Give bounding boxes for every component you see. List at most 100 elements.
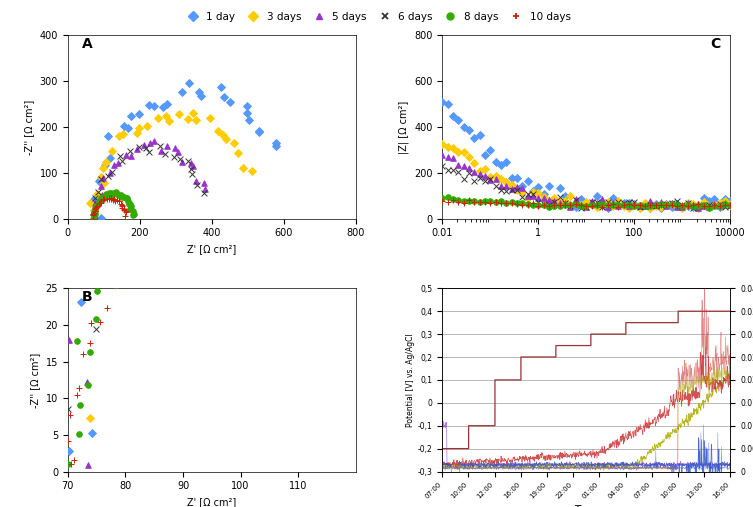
Point — [495, 199, 507, 207]
Point — [143, 148, 155, 156]
Point — [87, 211, 99, 219]
Point — [463, 197, 475, 205]
Point — [441, 153, 453, 161]
Point — [527, 187, 539, 195]
Point — [114, 200, 127, 208]
Point — [692, 204, 704, 212]
Point — [581, 198, 593, 206]
Point — [543, 202, 555, 210]
Point — [553, 184, 566, 192]
Point — [500, 199, 512, 207]
Point — [468, 159, 480, 167]
Point — [543, 196, 555, 204]
Point — [115, 191, 127, 199]
Point — [666, 200, 678, 208]
Point — [436, 139, 448, 148]
Point — [105, 148, 117, 156]
Point — [570, 200, 582, 208]
Point — [714, 201, 726, 209]
Point — [698, 198, 710, 206]
Point — [436, 197, 448, 205]
Point — [570, 200, 582, 208]
Point — [511, 184, 523, 192]
Point — [581, 199, 593, 207]
Point — [538, 190, 550, 198]
Point — [617, 199, 630, 207]
Point — [586, 198, 598, 206]
Point — [634, 203, 646, 211]
Point — [543, 183, 555, 191]
Point — [553, 202, 566, 210]
Point — [639, 200, 651, 208]
Point — [479, 151, 491, 159]
Point — [458, 199, 470, 207]
Point — [84, 199, 96, 207]
Point — [517, 201, 529, 209]
Point — [91, 287, 103, 296]
Point — [468, 168, 480, 176]
Point — [453, 168, 465, 176]
Point — [90, 205, 102, 213]
Point — [617, 202, 630, 210]
Point — [650, 201, 662, 209]
Point — [110, 188, 122, 196]
Point — [220, 135, 232, 143]
Point — [564, 192, 576, 200]
Point — [607, 202, 619, 210]
Point — [676, 201, 688, 209]
Point — [143, 101, 155, 109]
Point — [84, 348, 96, 356]
Point — [65, 460, 77, 468]
Point — [511, 186, 523, 194]
Point — [522, 176, 534, 185]
Point — [63, 336, 75, 344]
Point — [453, 196, 465, 204]
Point — [703, 202, 715, 210]
X-axis label: Z' [Ω cm²]: Z' [Ω cm²] — [187, 497, 236, 507]
Point — [495, 186, 507, 194]
Text: A: A — [82, 38, 93, 51]
Point — [148, 137, 160, 145]
Point — [548, 202, 560, 210]
Point — [692, 200, 704, 208]
Point — [88, 195, 100, 203]
Point — [575, 201, 587, 209]
Point — [133, 110, 145, 118]
Point — [144, 138, 156, 147]
Point — [102, 172, 114, 180]
Point — [517, 188, 529, 196]
Point — [92, 188, 104, 196]
Point — [113, 191, 125, 199]
Point — [645, 202, 657, 210]
Point — [559, 199, 571, 207]
Point — [447, 154, 459, 162]
Point — [650, 202, 662, 210]
Point — [81, 381, 93, 389]
Point — [623, 200, 635, 208]
Point — [489, 198, 501, 206]
Point — [709, 202, 721, 210]
Point — [453, 116, 465, 124]
Point — [676, 202, 688, 210]
Point — [527, 190, 539, 198]
Point — [634, 201, 646, 209]
Point — [581, 202, 593, 210]
Point — [468, 197, 480, 205]
Point — [99, 195, 111, 203]
Point — [90, 202, 102, 210]
Point — [564, 201, 576, 209]
Point — [660, 201, 672, 209]
Point — [719, 199, 731, 207]
Point — [99, 192, 111, 200]
Point — [543, 201, 555, 209]
Point — [479, 165, 491, 173]
Point — [447, 195, 459, 203]
Point — [176, 158, 188, 166]
Point — [270, 142, 282, 150]
Point — [591, 203, 603, 211]
Point — [484, 175, 496, 184]
Point — [581, 203, 593, 211]
Point — [195, 92, 207, 100]
Point — [517, 182, 529, 190]
Point — [681, 202, 694, 210]
